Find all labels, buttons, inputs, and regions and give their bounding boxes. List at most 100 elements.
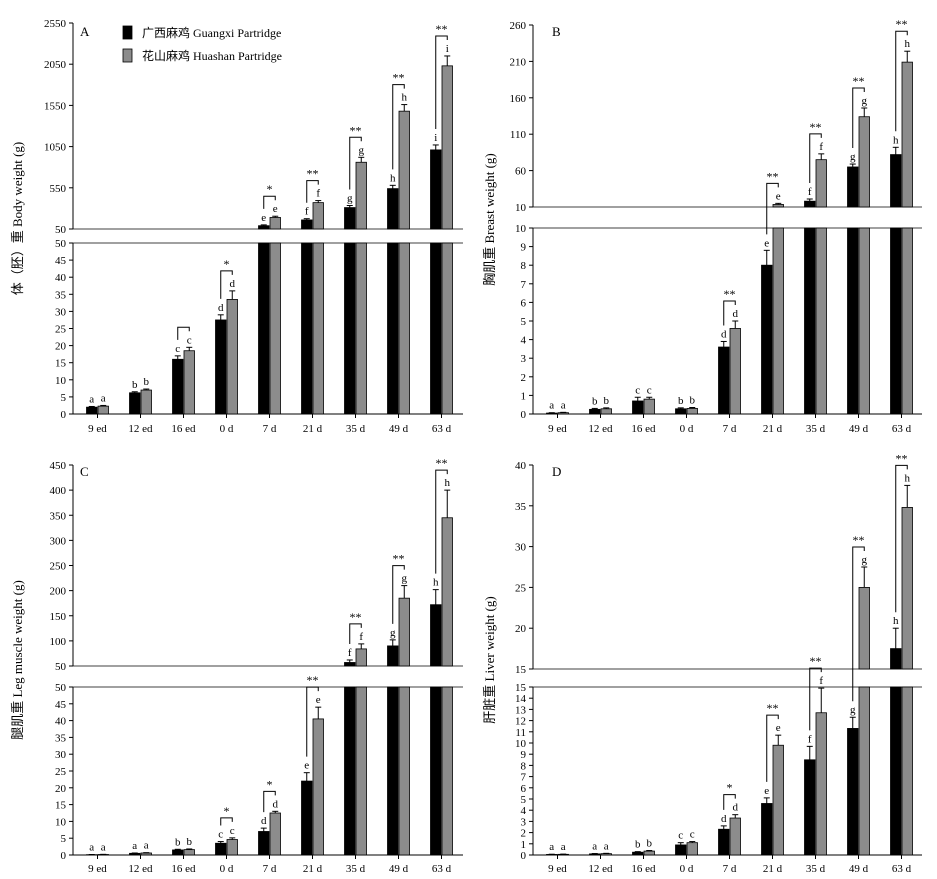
- significance-mark: **: [393, 552, 405, 566]
- x-tick-label: 12 ed: [588, 423, 613, 435]
- guangxi-letter: c: [175, 343, 180, 355]
- significance-mark: *: [727, 781, 733, 795]
- guangxi-letter: f: [305, 206, 309, 218]
- guangxi-bar-lower: [344, 686, 356, 856]
- y-tick-label: 8: [521, 260, 527, 272]
- huashan-letter: a: [101, 841, 106, 853]
- guangxi-letter: e: [304, 760, 309, 772]
- guangxi-letter: i: [434, 132, 437, 144]
- huashan-letter: d: [230, 278, 236, 290]
- significance-mark: **: [436, 22, 448, 36]
- y-tick-label: 30: [515, 542, 527, 554]
- significance-mark: **: [853, 533, 865, 547]
- x-tick-label: 63 d: [892, 863, 912, 875]
- y-tick-label: 0: [61, 850, 67, 862]
- guangxi-letter: e: [764, 785, 769, 797]
- significance-bracket: [852, 546, 865, 702]
- huashan-letter: h: [445, 477, 451, 489]
- y-tick-label: 7: [521, 772, 527, 784]
- guangxi-letter: f: [808, 186, 812, 198]
- guangxi-bar: [215, 319, 227, 415]
- x-tick-label: 16 ed: [631, 863, 656, 875]
- x-tick-label: 7 d: [263, 423, 277, 435]
- guangxi-bar: [129, 852, 141, 856]
- y-tick-label: 300: [50, 535, 67, 547]
- y-tick-label: 30: [55, 749, 67, 761]
- x-tick-label: 49 d: [849, 863, 869, 875]
- huashan-letter: i: [446, 43, 449, 55]
- huashan-bar-lower: [901, 227, 913, 415]
- significance-bracket: [895, 464, 908, 613]
- y-tick-label: 110: [510, 129, 527, 141]
- y-tick-label: 10: [515, 202, 527, 214]
- y-tick-label: 30: [55, 306, 67, 318]
- guangxi-bar: [675, 408, 687, 415]
- huashan-bar: [643, 850, 655, 856]
- guangxi-bar: [215, 842, 227, 856]
- guangxi-bar: [430, 604, 442, 667]
- guangxi-bar-lower: [804, 227, 816, 415]
- huashan-letter: f: [819, 675, 823, 687]
- x-tick-label: 9 ed: [88, 423, 107, 435]
- significance-bracket: [392, 84, 405, 170]
- significance-mark: **: [767, 701, 779, 715]
- huashan-letter: g: [359, 144, 365, 156]
- huashan-letter: h: [402, 92, 408, 104]
- huashan-letter: a: [101, 392, 106, 404]
- huashan-bar: [858, 587, 870, 670]
- significance-bracket: [809, 133, 822, 183]
- huashan-bar: [140, 389, 152, 415]
- guangxi-letter: a: [89, 841, 94, 853]
- y-tick-label: 3: [521, 816, 527, 828]
- guangxi-bar: [804, 759, 816, 856]
- y-tick-label: 400: [50, 485, 67, 497]
- y-tick-label: 6: [521, 297, 527, 309]
- guangxi-letter: b: [678, 395, 684, 407]
- huashan-letter: e: [776, 190, 781, 202]
- y-tick-label: 40: [55, 716, 67, 728]
- huashan-letter: c: [647, 384, 652, 396]
- guangxi-bar-lower: [387, 242, 399, 415]
- significance-mark: *: [267, 777, 273, 791]
- huashan-letter: f: [316, 188, 320, 200]
- guangxi-bar: [804, 200, 816, 208]
- y-tick-label: 15: [515, 682, 527, 694]
- significance-bracket: [723, 300, 736, 326]
- y-tick-label: 50: [55, 661, 67, 673]
- huashan-bar: [441, 517, 453, 667]
- y-tick-label: 45: [55, 255, 67, 267]
- significance-mark: **: [350, 123, 362, 137]
- guangxi-bar: [847, 166, 859, 208]
- y-tick-label: 15: [55, 358, 67, 370]
- y-axis-label: 胸肌重 Breast weight (g): [482, 153, 497, 286]
- x-tick-label: 63 d: [432, 863, 452, 875]
- guangxi-bar: [387, 188, 399, 230]
- y-tick-label: 40: [515, 460, 527, 472]
- guangxi-bar: [847, 728, 859, 856]
- y-tick-label: 0: [521, 850, 527, 862]
- y-tick-label: 25: [55, 766, 67, 778]
- huashan-bar: [183, 350, 195, 415]
- guangxi-bar-lower: [430, 242, 442, 415]
- y-tick-label: 5: [61, 833, 67, 845]
- huashan-bar-lower: [858, 686, 870, 856]
- y-tick-label: 50: [55, 682, 67, 694]
- y-tick-label: 10: [515, 223, 527, 235]
- x-tick-label: 16 ed: [171, 423, 196, 435]
- x-tick-label: 21 d: [303, 423, 323, 435]
- significance-bracket: [723, 794, 736, 810]
- guangxi-letter: d: [218, 302, 224, 314]
- huashan-bar: [355, 161, 367, 230]
- huashan-bar: [226, 839, 238, 856]
- significance-bracket: [177, 326, 190, 340]
- y-tick-label: 35: [55, 289, 67, 301]
- huashan-bar-lower: [355, 686, 367, 856]
- guangxi-letter: d: [261, 815, 267, 827]
- guangxi-letter: h: [893, 134, 899, 146]
- huashan-bar: [312, 718, 324, 856]
- guangxi-bar: [301, 219, 313, 230]
- huashan-letter: a: [604, 840, 609, 852]
- y-tick-label: 10: [55, 375, 67, 387]
- significance-bracket: [766, 182, 779, 235]
